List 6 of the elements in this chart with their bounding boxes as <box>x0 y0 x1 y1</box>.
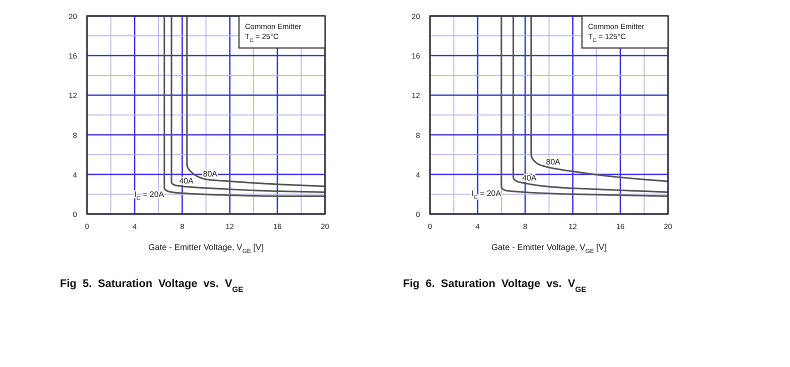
series-label: I$_{C}$ = 20A <box>134 190 165 202</box>
series-label: 80A <box>546 157 561 166</box>
x-axis-title: Gate - Emitter Voltage, V$_{GE}$ [V] <box>148 242 264 255</box>
text: Fig 6. Saturation Voltage vs. V$_{GE}$ <box>403 278 586 294</box>
x-axis-title: Gate - Emitter Voltage, V$_{GE}$ [V] <box>491 242 607 255</box>
text: Fig 5. Saturation Voltage vs. V$_{GE}$ <box>60 278 244 294</box>
